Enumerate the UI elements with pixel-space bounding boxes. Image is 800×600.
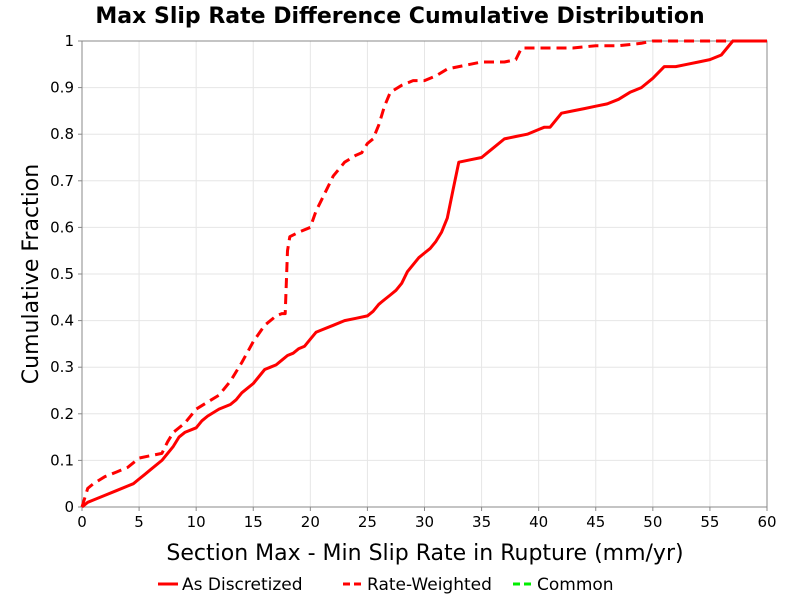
- x-tick-label: 10: [187, 513, 206, 531]
- x-tick-label: 50: [643, 513, 662, 531]
- x-tick-label: 45: [586, 513, 605, 531]
- x-tick-label: 20: [301, 513, 320, 531]
- x-tick-label: 35: [472, 513, 491, 531]
- x-tick-label: 5: [134, 513, 144, 531]
- x-tick-label: 55: [700, 513, 719, 531]
- series-layer: [80, 39, 767, 509]
- legend: As Discretized Rate-Weighted Common: [158, 575, 614, 595]
- series-line-as-discretized: [81, 39, 767, 509]
- x-axis-label: Section Max - Min Slip Rate in Rupture (…: [166, 541, 683, 566]
- x-tick-label: 15: [244, 513, 263, 531]
- y-tick-label: 0.8: [50, 125, 74, 143]
- series-line-rate-weighted: [80, 39, 767, 508]
- chart-title: Max Slip Rate Difference Cumulative Dist…: [95, 4, 704, 29]
- grid: [81, 40, 768, 508]
- y-tick-label: 0.6: [50, 218, 74, 236]
- legend-label-as-discretized: As Discretized: [182, 575, 303, 595]
- y-tick-label: 0.2: [50, 405, 74, 423]
- x-tick-label: 60: [757, 513, 776, 531]
- x-tick-label: 0: [77, 513, 87, 531]
- y-tick-label: 0.5: [50, 265, 74, 283]
- y-axis-label: Cumulative Fraction: [19, 164, 44, 384]
- legend-label-common: Common: [537, 575, 614, 595]
- y-tick-label: 0: [64, 498, 74, 516]
- y-tick-label: 0.9: [50, 79, 74, 97]
- y-tick-label: 0.3: [50, 358, 74, 376]
- axis-ticks: 0 5 10 15 20 25 30 35 40 45 50 55 60 0 0.1 0.2 0.3 0.4 0.5…: [50, 32, 776, 531]
- x-tick-label: 30: [415, 513, 434, 531]
- y-tick-label: 0.7: [50, 172, 74, 190]
- x-tick-label: 40: [529, 513, 548, 531]
- x-tick-label: 25: [358, 513, 377, 531]
- legend-label-rate-weighted: Rate-Weighted: [367, 575, 492, 595]
- y-tick-label: 0.4: [50, 312, 74, 330]
- y-tick-label: 1: [64, 32, 74, 50]
- y-tick-label: 0.1: [50, 451, 74, 469]
